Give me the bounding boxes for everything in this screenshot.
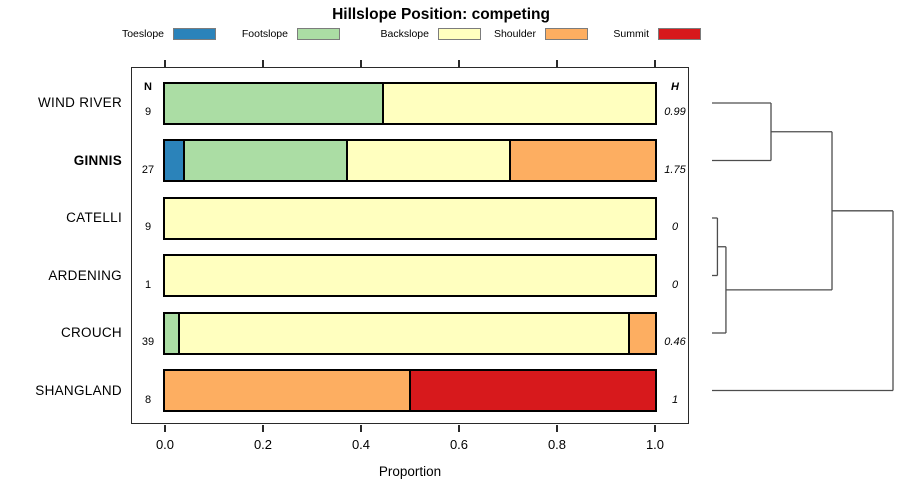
x-tick-bottom [458, 425, 460, 432]
x-tick-top [556, 60, 558, 67]
legend-item-backslope: Backslope [381, 27, 481, 41]
legend-label-backslope: Backslope [380, 27, 429, 40]
legend-swatch-backslope [438, 27, 481, 40]
row-label-catelli: CATELLI [66, 210, 122, 225]
plot-area [131, 67, 689, 424]
x-tick-label: 0.2 [253, 437, 273, 452]
n-value-ardening: 1 [144, 278, 152, 291]
chart-title: Hillslope Position: competing [332, 6, 550, 23]
x-tick-top [164, 60, 166, 67]
legend-swatch-footslope [297, 27, 340, 40]
n-value-catelli: 9 [144, 221, 152, 233]
segment-footslope [182, 141, 347, 180]
n-value-ginnis: 27 [141, 163, 155, 176]
h-value-catelli: 0 [671, 221, 679, 233]
bar-shangland [163, 369, 657, 412]
legend-item-toeslope: Toeslope [122, 27, 216, 41]
row-label-ardening: ARDENING [48, 267, 122, 283]
n-column-header: N [144, 81, 152, 93]
bar-catelli [163, 196, 657, 240]
x-tick-top [458, 60, 460, 67]
n-value-wind-river: 9 [144, 106, 152, 118]
h-value-wind-river: 0.99 [664, 106, 686, 118]
x-axis-title: Proportion [378, 464, 442, 479]
legend-swatch-summit [658, 27, 701, 40]
segment-backslope [346, 141, 510, 180]
segment-footslope [165, 83, 382, 123]
legend-label-footslope: Footslope [241, 27, 288, 40]
segment-summit [409, 371, 655, 410]
segment-backslope [165, 198, 655, 238]
segment-backslope [381, 83, 655, 123]
segment-backslope [165, 256, 655, 295]
legend-item-shoulder: Shoulder [494, 27, 588, 41]
x-tick-bottom [262, 425, 264, 432]
x-tick-label: 0.4 [351, 437, 371, 452]
bar-wind-river [163, 81, 657, 125]
legend-label-summit: Summit [613, 27, 649, 40]
x-tick-bottom [164, 425, 166, 432]
x-tick-label: 0.8 [547, 437, 567, 452]
x-tick-bottom [556, 425, 558, 432]
x-tick-label: 0.6 [449, 437, 469, 452]
h-column-header: H [671, 81, 679, 93]
legend-swatch-toeslope [173, 27, 216, 40]
x-tick-bottom [654, 425, 656, 432]
h-value-ginnis: 1.75 [664, 163, 686, 176]
row-label-crouch: CROUCH [60, 325, 122, 340]
x-tick-top [654, 60, 656, 67]
legend-label-toeslope: Toeslope [121, 27, 164, 40]
segment-footslope [165, 313, 178, 353]
h-value-crouch: 0.46 [664, 336, 686, 348]
bar-crouch [163, 311, 657, 355]
segment-toeslope [165, 141, 183, 180]
row-label-wind-river: WIND RIVER [38, 95, 122, 110]
segment-backslope [177, 313, 629, 353]
segment-shoulder [165, 371, 409, 410]
legend-label-shoulder: Shoulder [493, 27, 536, 40]
h-value-ardening: 0 [671, 278, 679, 291]
segment-shoulder [509, 141, 655, 180]
legend-swatch-shoulder [545, 27, 588, 40]
segment-shoulder [628, 313, 655, 353]
row-label-shangland: SHANGLAND [35, 382, 122, 398]
x-tick-top [262, 60, 264, 67]
row-label-ginnis: GINNIS [73, 152, 122, 168]
h-value-shangland: 1 [671, 393, 679, 406]
n-value-crouch: 39 [141, 336, 155, 348]
bar-ardening [163, 254, 657, 297]
x-tick-bottom [360, 425, 362, 432]
legend-item-summit: Summit [613, 27, 701, 41]
legend-item-footslope: Footslope [242, 27, 340, 41]
n-value-shangland: 8 [144, 393, 152, 406]
x-tick-label: 1.0 [645, 437, 665, 452]
x-tick-top [360, 60, 362, 67]
bar-ginnis [163, 139, 657, 182]
x-tick-label: 0.0 [155, 437, 175, 452]
